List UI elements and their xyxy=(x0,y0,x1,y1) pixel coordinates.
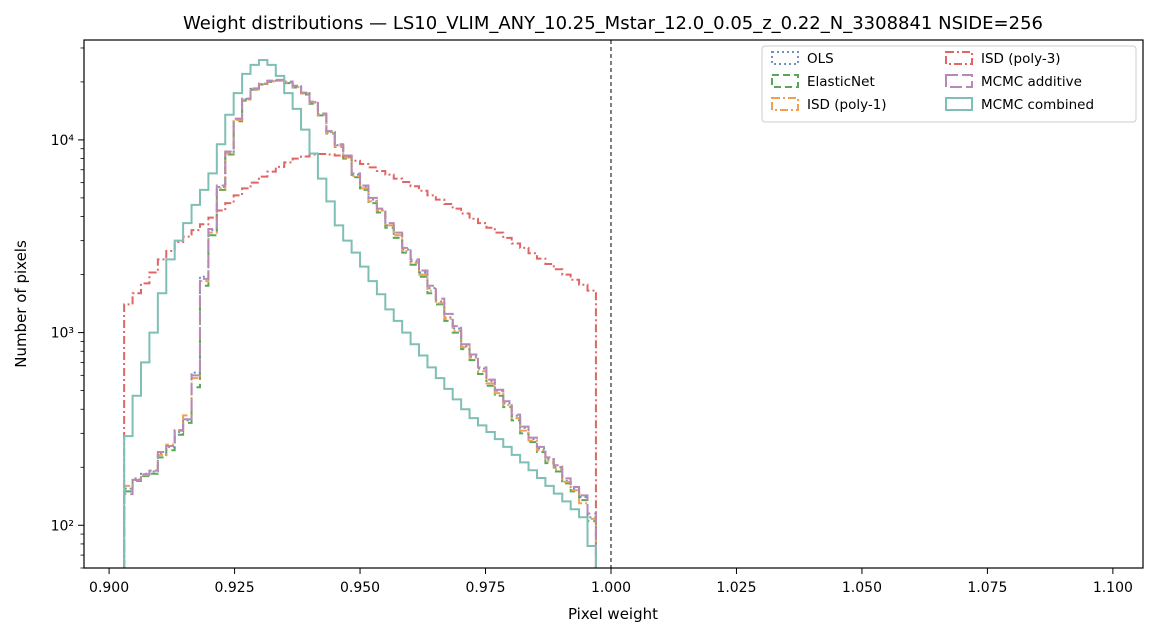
legend-label: MCMC additive xyxy=(981,74,1082,90)
x-tick-label: 0.925 xyxy=(215,580,255,596)
y-tick-label: 10⁴ xyxy=(51,133,75,149)
x-tick-label: 0.975 xyxy=(465,580,505,596)
x-axis: 0.900 0.925 0.950 0.975 1.000 1.025 1.050 1.075… xyxy=(89,568,1133,596)
legend-label: MCMC combined xyxy=(981,97,1094,113)
x-tick-label: 1.075 xyxy=(967,580,1007,596)
legend-swatch xyxy=(945,97,973,111)
x-tick-label: 1.025 xyxy=(716,580,756,596)
x-tick-label: 1.000 xyxy=(591,580,631,596)
legend-swatch xyxy=(771,97,799,111)
legend-label: ISD (poly-3) xyxy=(981,51,1061,67)
y-tick-label: 10³ xyxy=(51,326,74,342)
legend-frame xyxy=(761,45,1137,123)
legend-swatch xyxy=(771,51,799,65)
legend: OLS ElasticNet ISD (poly-1) ISD (poly-3) MCM… xyxy=(761,45,1137,123)
legend-swatch xyxy=(945,74,973,88)
legend-label: OLS xyxy=(807,51,834,67)
series-layer xyxy=(123,58,597,568)
series-mcmc-additive xyxy=(123,78,597,568)
legend-label: ElasticNet xyxy=(807,74,875,90)
y-axis: 10² 10³ 10⁴ xyxy=(51,47,84,569)
plot-frame xyxy=(83,39,1144,569)
x-tick-label: 0.950 xyxy=(340,580,380,596)
legend-swatch xyxy=(945,51,973,65)
series-mcmc-combined xyxy=(123,58,597,568)
series-isd-poly-3 xyxy=(123,152,597,568)
legend-swatch xyxy=(771,74,799,88)
x-tick-label: 1.100 xyxy=(1093,580,1133,596)
x-tick-label: 0.900 xyxy=(89,580,129,596)
y-tick-label: 10² xyxy=(51,518,74,534)
y-axis-label: Number of pixels xyxy=(12,240,30,368)
x-tick-label: 1.050 xyxy=(842,580,882,596)
legend-label: ISD (poly-1) xyxy=(807,97,887,113)
x-axis-label: Pixel weight xyxy=(568,605,658,623)
chart-title: Weight distributions — LS10_VLIM_ANY_10.… xyxy=(183,13,1043,34)
